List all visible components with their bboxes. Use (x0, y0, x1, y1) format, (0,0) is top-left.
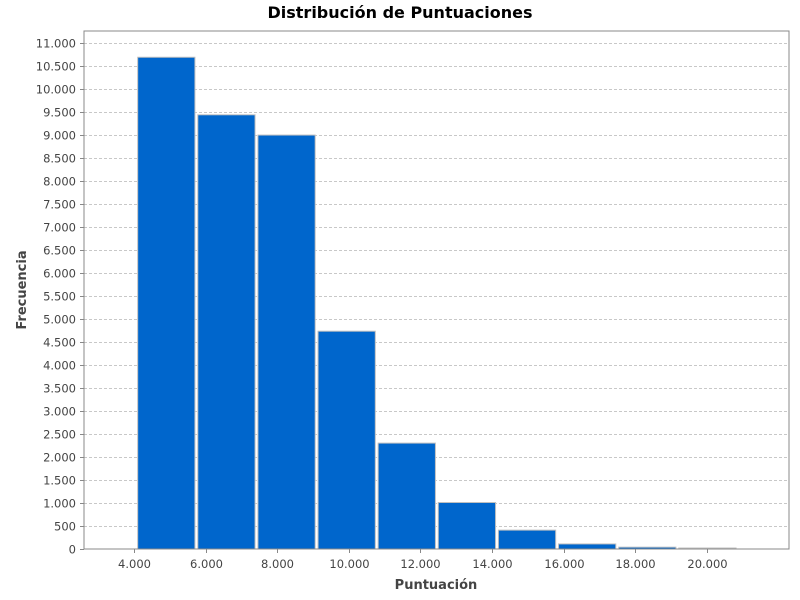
x-tick-label: 12.000 (400, 557, 440, 571)
y-tick-label: 9.000 (43, 129, 76, 143)
y-tick-label: 5.000 (43, 313, 76, 327)
histogram-bar (257, 134, 316, 550)
y-tick-label: 0 (69, 543, 76, 557)
y-tick-label: 1.000 (43, 497, 76, 511)
x-tick-label: 6.000 (190, 557, 223, 571)
x-tick-label: 4.000 (118, 557, 151, 571)
y-tick-label: 500 (54, 520, 76, 534)
y-tick-label: 6.000 (43, 267, 76, 281)
y-tick-label: 7.000 (43, 221, 76, 235)
x-tick-label: 16.000 (544, 557, 584, 571)
y-tick-label: 1.500 (43, 474, 76, 488)
y-tick-label: 2.500 (43, 428, 76, 442)
histogram-bar (197, 114, 256, 550)
axes (83, 31, 789, 550)
x-tick-label: 10.000 (329, 557, 369, 571)
y-tick-label: 10.000 (36, 83, 76, 97)
bars (137, 56, 737, 550)
x-tick-label: 8.000 (261, 557, 294, 571)
y-tick-label: 3.000 (43, 405, 76, 419)
histogram-bar (377, 442, 436, 550)
x-axis-label: Puntuación (395, 578, 478, 593)
y-tick-label: 11.000 (36, 37, 76, 51)
chart-title: Distribución de Puntuaciones (267, 3, 532, 22)
y-tick-label: 7.500 (43, 198, 76, 212)
y-tick-label: 4.500 (43, 336, 76, 350)
histogram-bar (497, 529, 557, 550)
histogram-bar (558, 543, 617, 550)
y-axis-ticks: 0 500 1.000 1.500 2.000 2.500 3.000 3.500 4.000 4… (36, 37, 84, 557)
y-tick-label: 6.500 (43, 244, 76, 258)
histogram-bar (437, 501, 497, 550)
y-axis-label: Frecuencia (15, 250, 30, 329)
histogram-bar (317, 330, 376, 550)
y-tick-label: 2.000 (43, 451, 76, 465)
y-tick-label: 4.000 (43, 359, 76, 373)
y-tick-label: 8.500 (43, 152, 76, 166)
histogram-bar (137, 56, 196, 550)
x-tick-label: 20.000 (687, 557, 727, 571)
y-tick-label: 8.000 (43, 175, 76, 189)
y-tick-label: 5.500 (43, 290, 76, 304)
y-tick-label: 10.500 (36, 60, 76, 74)
y-tick-label: 3.500 (43, 382, 76, 396)
x-axis-ticks: 4.000 6.000 8.000 10.000 12.000 14.000 16.000 1… (118, 549, 728, 571)
x-tick-label: 14.000 (472, 557, 512, 571)
x-tick-label: 18.000 (615, 557, 655, 571)
y-tick-label: 9.500 (43, 106, 76, 120)
